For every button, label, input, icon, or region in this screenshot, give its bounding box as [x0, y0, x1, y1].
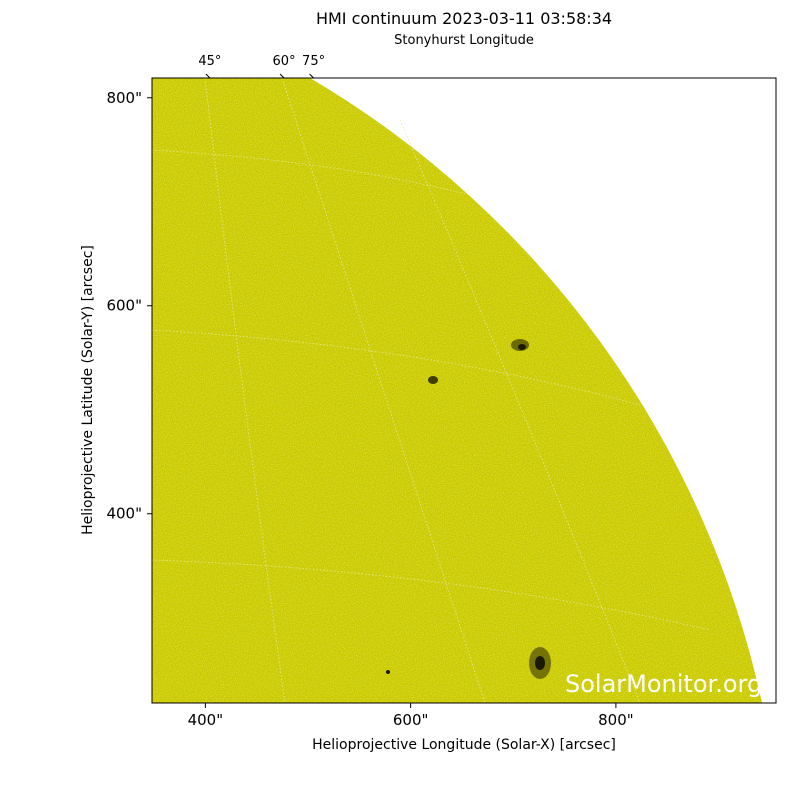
sunspots: [386, 339, 551, 679]
y-axis-label: Helioprojective Latitude (Solar-Y) [arcs…: [80, 245, 96, 535]
top-tick: [309, 73, 314, 79]
watermark: SolarMonitor.org: [565, 670, 762, 698]
top-tick-label: 60°: [273, 54, 296, 69]
top-tick: [279, 73, 285, 79]
y-tick-label: 600": [106, 297, 142, 315]
x-axis-label: Helioprojective Longitude (Solar-X) [arc…: [312, 737, 616, 753]
top-tick-label: 75°: [302, 54, 325, 69]
x-tick-label: 400": [188, 711, 224, 729]
solar-image: SolarMonitor.org: [152, 78, 762, 703]
top-tick-label: 45°: [198, 54, 221, 69]
chart-title: HMI continuum 2023-03-11 03:58:34: [316, 9, 612, 28]
x-tick-label: 600": [393, 711, 429, 729]
granulation: [152, 78, 762, 703]
top-tick: [205, 73, 211, 79]
axes-frame: [151, 77, 777, 704]
stonyhurst-grid: [152, 78, 711, 703]
x-tick-label: 800": [598, 711, 634, 729]
y-tick-label: 400": [106, 505, 142, 523]
top-axis-label: Stonyhurst Longitude: [394, 33, 534, 48]
y-tick-label: 800": [106, 89, 142, 107]
